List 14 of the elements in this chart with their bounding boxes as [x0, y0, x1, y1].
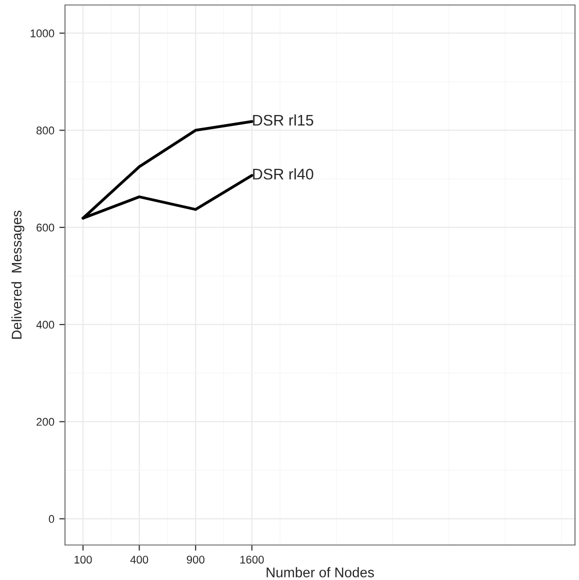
x-tick-label: 1600: [240, 556, 264, 564]
y-tick-label: 0: [48, 515, 54, 523]
x-axis-title: Number of Nodes: [266, 567, 374, 578]
y-tick-label: 400: [36, 320, 54, 329]
x-tick-label: 400: [130, 556, 148, 564]
y-tick-label: 600: [36, 224, 54, 232]
y-tick-label: 1000: [30, 29, 54, 38]
y-tick-label: 800: [36, 126, 54, 134]
series-label: DSR rl15: [253, 114, 314, 126]
y-axis-title: Delivered Messages: [11, 210, 24, 339]
y-tick-label: 200: [36, 418, 54, 426]
x-tick-label: 900: [186, 556, 204, 564]
series-label: DSR rl40: [253, 168, 314, 180]
x-tick-label: 100: [74, 556, 92, 564]
